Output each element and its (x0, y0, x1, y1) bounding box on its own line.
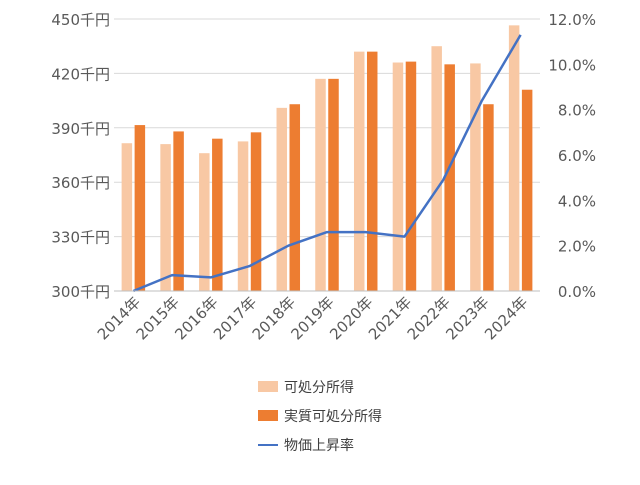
y-right-tick-label: 6.0% (558, 147, 596, 165)
bar-disposable-income (276, 107, 288, 291)
chart-svg: 300千円 330千円 360千円 390千円 420千円 450千円 0.0% 2.0% 4.… (51, 11, 596, 343)
legend-swatch-real-disposable-income (258, 410, 278, 421)
y-right-tick-label: 12.0% (548, 11, 596, 29)
legend-label-inflation-rate: 物価上昇率 (284, 437, 354, 454)
y-left-tick-label: 420千円 (51, 65, 110, 83)
bar-real-disposable-income (289, 104, 301, 291)
bar-disposable-income (199, 153, 210, 291)
y-left-tick-label: 300千円 (51, 283, 110, 301)
bar-disposable-income (315, 78, 326, 291)
bar-real-disposable-income (366, 51, 378, 291)
bar-disposable-income (508, 25, 520, 291)
bar-real-disposable-income (405, 61, 417, 291)
legend-item-disposable-income: 可処分所得 (258, 372, 382, 401)
line-series (132, 34, 522, 293)
y-left-tick-label: 330千円 (51, 229, 110, 247)
gridlines (114, 18, 540, 238)
bar-real-disposable-income (173, 131, 184, 291)
bar-real-disposable-income (134, 125, 146, 291)
bar-real-disposable-income (444, 64, 455, 291)
bar-real-disposable-income (521, 89, 533, 291)
legend-swatch-disposable-income (258, 381, 278, 392)
bar-disposable-income (431, 46, 442, 292)
y-left-tick-label: 360千円 (51, 174, 110, 192)
bar-real-disposable-income (212, 138, 223, 291)
x-tick-label: 2024年 (481, 293, 531, 343)
bar-disposable-income (121, 143, 133, 291)
y-right-tick-label: 8.0% (558, 102, 596, 120)
y-right-tick-label: 0.0% (558, 283, 596, 301)
legend-item-real-disposable-income: 実質可処分所得 (258, 401, 382, 430)
bar-real-disposable-income (250, 132, 262, 291)
bar-disposable-income (470, 63, 481, 291)
y-left-tick-label: 450千円 (51, 11, 110, 29)
legend-label-real-disposable-income: 実質可処分所得 (284, 408, 382, 425)
legend-label-disposable-income: 可処分所得 (284, 379, 354, 396)
bars (121, 25, 533, 292)
y-left-tick-label: 390千円 (51, 120, 110, 138)
y-right-tick-label: 4.0% (558, 192, 596, 210)
legend-swatch-inflation-rate (258, 443, 278, 446)
bar-disposable-income (353, 51, 365, 291)
bar-disposable-income (237, 141, 249, 291)
legend-item-inflation-rate: 物価上昇率 (258, 430, 382, 459)
bar-real-disposable-income (483, 104, 494, 291)
bar-disposable-income (392, 62, 404, 291)
bar-real-disposable-income (328, 78, 339, 291)
y-right-tick-label: 10.0% (548, 56, 596, 74)
y-right-tick-label: 2.0% (558, 238, 596, 256)
legend: 可処分所得 実質可処分所得 物価上昇率 (258, 372, 382, 459)
bar-disposable-income (160, 144, 171, 291)
line-inflation-rate (132, 34, 522, 293)
